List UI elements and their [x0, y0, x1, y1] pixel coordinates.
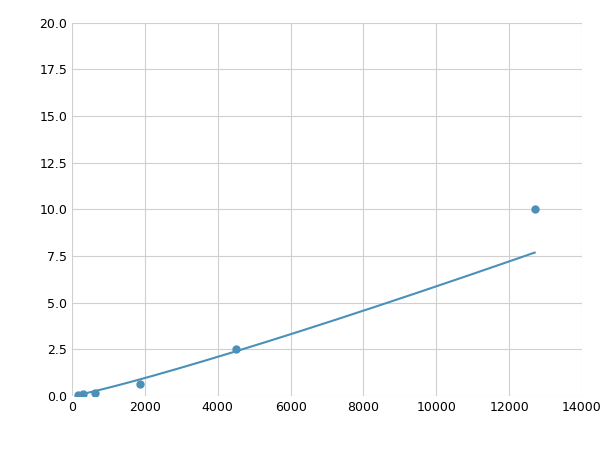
Point	[90, 389, 100, 396]
Point	[231, 346, 241, 353]
Point	[136, 380, 145, 387]
Point	[73, 391, 82, 398]
Point	[530, 206, 539, 213]
Point	[79, 390, 88, 397]
